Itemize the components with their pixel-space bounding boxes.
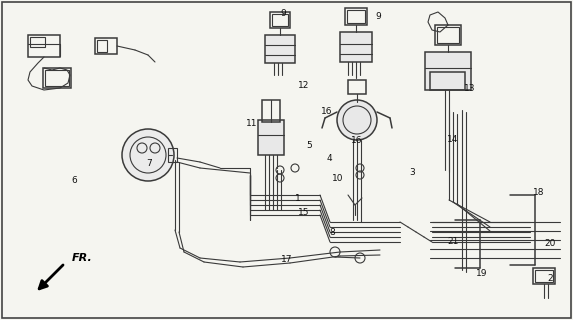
Bar [272,14,288,26]
Text: 13: 13 [464,84,476,93]
Bar [168,148,177,162]
Text: 15: 15 [298,208,309,217]
Bar [270,12,290,28]
Bar [533,268,555,284]
Bar [97,40,107,52]
Text: 18: 18 [533,188,544,196]
Bar [348,80,366,94]
Text: 16: 16 [321,107,332,116]
Text: 3: 3 [410,168,415,177]
Text: 14: 14 [447,135,458,144]
Text: 8: 8 [329,228,335,236]
Text: 5: 5 [307,141,312,150]
Text: 2: 2 [547,274,553,283]
Text: 6: 6 [72,176,77,185]
Bar [345,8,367,25]
Text: 4: 4 [327,154,332,163]
Text: 1: 1 [295,194,301,203]
Bar [437,27,459,43]
Bar [265,35,295,63]
Text: 10: 10 [332,174,344,183]
Bar [43,68,71,88]
Circle shape [122,129,174,181]
Bar [45,70,69,86]
Text: 19: 19 [476,269,487,278]
Bar [430,72,465,90]
Bar [347,10,365,23]
Text: 20: 20 [544,239,556,248]
Bar [95,38,117,54]
Text: 17: 17 [281,255,292,264]
Text: 9: 9 [281,9,286,18]
Text: 21: 21 [447,237,458,246]
Text: 16: 16 [351,136,362,145]
Text: 9: 9 [375,12,381,20]
Bar [258,120,284,155]
Bar [30,37,45,47]
Bar [425,52,471,90]
Bar [28,35,60,57]
Bar [340,32,372,62]
Text: 7: 7 [146,159,152,168]
Text: FR.: FR. [72,253,93,263]
Bar [262,100,280,122]
Text: 11: 11 [246,119,258,128]
Text: 12: 12 [298,81,309,90]
Bar [435,25,461,45]
Circle shape [337,100,377,140]
Bar [535,270,553,282]
